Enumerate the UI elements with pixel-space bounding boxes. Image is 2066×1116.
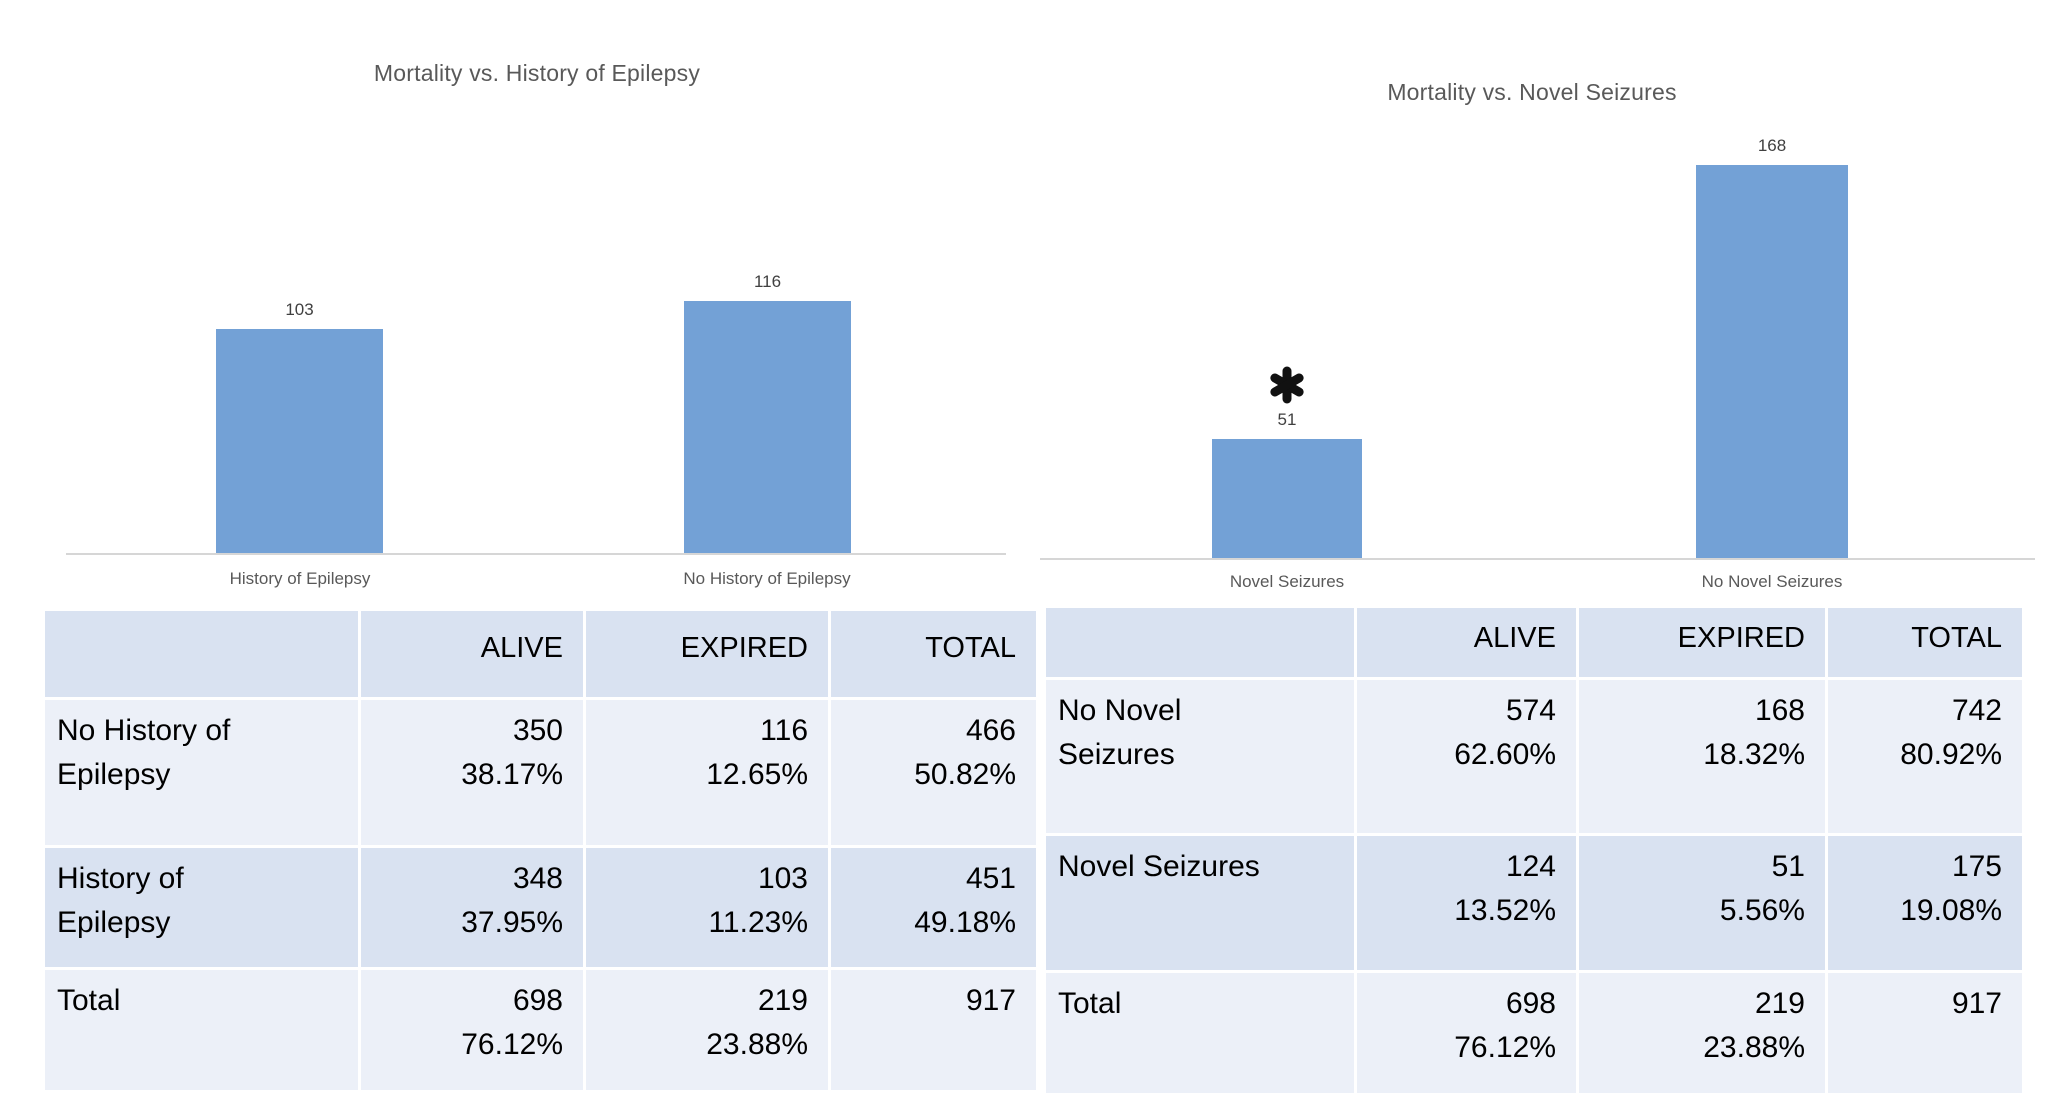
- value-cell: 175 19.08%: [1825, 833, 2025, 973]
- header-cell-expired: EXPIRED: [583, 608, 831, 700]
- significance-asterisk-icon: [1269, 365, 1305, 405]
- value-cell: 219 23.88%: [1576, 970, 1828, 1096]
- category-label-novel-seizures: Novel Seizures: [1229, 572, 1345, 591]
- value-cell: 348 37.95%: [358, 845, 586, 970]
- corner-header-cell: [42, 608, 361, 700]
- table-row: No History of Epilepsy 350 38.17% 116 12…: [42, 697, 1039, 848]
- header-cell-total: TOTAL: [828, 608, 1039, 700]
- header-cell-alive: ALIVE: [1354, 605, 1579, 680]
- value-cell: 698 76.12%: [1354, 970, 1579, 1096]
- value-cell: 350 38.17%: [358, 697, 586, 848]
- value-cell: 51 5.56%: [1576, 833, 1828, 973]
- value-cell: 917: [1825, 970, 2025, 1096]
- bar-novel-seizures: 51: [1212, 366, 1362, 558]
- row-label-cell: Total: [1043, 970, 1357, 1096]
- header-cell-alive: ALIVE: [358, 608, 586, 700]
- table-header-row: ALIVE EXPIRED TOTAL: [42, 608, 1039, 700]
- row-label-cell: Novel Seizures: [1043, 833, 1357, 973]
- table-row: No Novel Seizures 574 62.60% 168 18.32% …: [1043, 677, 2025, 836]
- category-label-no-history-of-epilepsy: No History of Epilepsy: [683, 569, 851, 588]
- epilepsy-contingency-table: ALIVE EXPIRED TOTAL No History of Epilep…: [42, 608, 1039, 1093]
- bar-value-label: 103: [285, 300, 314, 319]
- x-axis-line-left-chart: [66, 553, 1006, 555]
- value-cell: 698 76.12%: [358, 967, 586, 1093]
- value-cell: 116 12.65%: [583, 697, 831, 848]
- value-cell: 451 49.18%: [828, 845, 1039, 970]
- bar-value-label: 51: [1277, 410, 1297, 429]
- value-cell: 168 18.32%: [1576, 677, 1828, 836]
- row-label-cell: No History of Epilepsy: [42, 697, 361, 848]
- bar-history-of-epilepsy: 103: [216, 300, 383, 553]
- value-cell: 219 23.88%: [583, 967, 831, 1093]
- value-cell: 103 11.23%: [583, 845, 831, 970]
- row-label-cell: No Novel Seizures: [1043, 677, 1357, 836]
- header-cell-total: TOTAL: [1825, 605, 2025, 680]
- bar-value-label: 116: [753, 272, 782, 291]
- x-axis-line-right-chart: [1040, 558, 2035, 560]
- chart-title-epilepsy: Mortality vs. History of Epilepsy: [373, 60, 701, 86]
- row-label-cell: Total: [42, 967, 361, 1093]
- value-cell: 574 62.60%: [1354, 677, 1579, 836]
- table-total-row: Total 698 76.12% 219 23.88% 917: [42, 967, 1039, 1093]
- category-label-history-of-epilepsy: History of Epilepsy: [229, 569, 371, 588]
- table-row: Novel Seizures 124 13.52% 51 5.56% 175 1…: [1043, 833, 2025, 973]
- value-cell: 124 13.52%: [1354, 833, 1579, 973]
- header-cell-expired: EXPIRED: [1576, 605, 1828, 680]
- seizures-contingency-table: ALIVE EXPIRED TOTAL No Novel Seizures 57…: [1043, 605, 2025, 1096]
- table-row: History of Epilepsy 348 37.95% 103 11.23…: [42, 845, 1039, 970]
- value-cell: 742 80.92%: [1825, 677, 2025, 836]
- category-label-no-novel-seizures: No Novel Seizures: [1701, 572, 1843, 591]
- corner-header-cell: [1043, 605, 1357, 680]
- chart-title-novel-seizures: Mortality vs. Novel Seizures: [1387, 79, 1677, 105]
- table-total-row: Total 698 76.12% 219 23.88% 917: [1043, 970, 2025, 1096]
- bar-value-label: 168: [1757, 136, 1787, 155]
- table-header-row: ALIVE EXPIRED TOTAL: [1043, 605, 2025, 680]
- value-cell: 466 50.82%: [828, 697, 1039, 848]
- row-label-cell: History of Epilepsy: [42, 845, 361, 970]
- bar-no-history-of-epilepsy: 116: [684, 272, 851, 553]
- value-cell: 917: [828, 967, 1039, 1093]
- bar-no-novel-seizures: 168: [1696, 136, 1848, 558]
